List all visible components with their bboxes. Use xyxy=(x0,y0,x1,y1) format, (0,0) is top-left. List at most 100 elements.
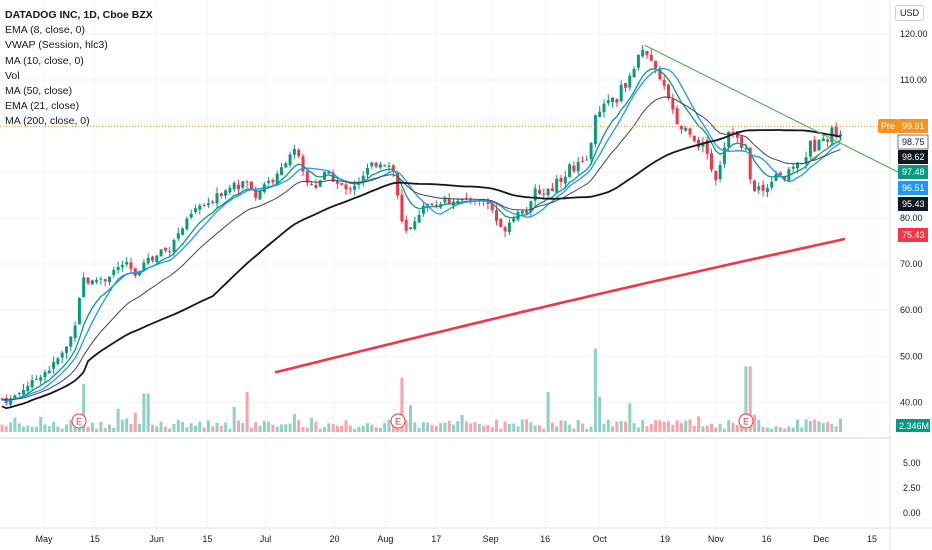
candle-body xyxy=(60,352,64,358)
svg-text:Pre: Pre xyxy=(881,121,895,131)
candle-body xyxy=(335,180,339,184)
volume-bar xyxy=(701,426,705,432)
trend-line-short[interactable] xyxy=(809,138,843,161)
legend-ma200[interactable]: MA (200, close, 0) xyxy=(5,115,90,128)
volume-bar xyxy=(520,419,524,432)
volume-bar xyxy=(366,423,369,432)
volume-bar xyxy=(516,426,520,432)
volume-bar xyxy=(791,427,795,432)
ma10-line xyxy=(1,67,841,402)
candle-body xyxy=(783,175,787,181)
earnings-marker[interactable] xyxy=(738,413,754,429)
volume-bar xyxy=(555,426,559,432)
candle-body xyxy=(710,153,713,170)
legend-ma10[interactable]: MA (10, close, 0) xyxy=(5,54,84,67)
volume-bar xyxy=(821,423,825,432)
volume-bar xyxy=(0,424,4,432)
volume-bar xyxy=(684,420,688,432)
volume-bar xyxy=(697,416,701,432)
price-tag xyxy=(898,197,928,211)
currency-button[interactable]: USD xyxy=(894,5,924,21)
candle-body xyxy=(748,147,752,180)
volume-bar xyxy=(783,428,787,432)
volume-bar xyxy=(460,414,464,432)
volume-bar xyxy=(495,419,498,432)
candle-body xyxy=(65,346,68,353)
time-tick-label: 19 xyxy=(660,534,670,544)
volume-bar xyxy=(65,424,68,432)
volume-bar xyxy=(116,408,120,432)
earnings-label: E xyxy=(395,417,401,427)
candle-body xyxy=(30,380,34,388)
time-axis[interactable]: May 15 Jun 15 Jul 20 Aug 17 Sep 16 Oct 19 Nov 16 Dec 15 xyxy=(35,534,877,544)
candle-body xyxy=(796,162,799,169)
candle-body xyxy=(172,240,176,252)
candle-body xyxy=(314,184,318,188)
time-tick-label: Oct xyxy=(593,534,608,544)
legend-ema21[interactable]: EMA (21, close) xyxy=(5,100,80,113)
volume-bar xyxy=(198,421,202,432)
volume-bar xyxy=(499,428,503,432)
candle-body xyxy=(305,171,309,183)
volume-bar xyxy=(714,427,718,432)
candle-body xyxy=(241,181,245,188)
ema8-line xyxy=(1,68,841,401)
candle-body xyxy=(103,279,107,282)
time-tick-label: Jun xyxy=(149,534,164,544)
earnings-marker[interactable] xyxy=(390,413,406,429)
volume-bar xyxy=(503,421,507,432)
legend-vwap[interactable]: VWAP (Session, hlc3) xyxy=(5,39,108,52)
legend-vol[interactable]: Vol xyxy=(5,69,20,82)
svg-text:98.62: 98.62 xyxy=(902,152,925,162)
time-tick-label: Nov xyxy=(708,534,725,544)
candle-body xyxy=(189,213,193,218)
volume-bar xyxy=(443,422,447,432)
volume-bar xyxy=(718,423,722,432)
candle-body xyxy=(572,165,576,172)
time-tick-label: 15 xyxy=(202,534,212,544)
candle-body xyxy=(628,75,632,88)
candle-body xyxy=(688,128,692,135)
volume-bar xyxy=(421,422,425,432)
earnings-marker[interactable] xyxy=(71,413,87,429)
candle-body xyxy=(228,187,232,193)
legend-ema8[interactable]: EMA (8, close, 0) xyxy=(5,24,85,37)
candle-body xyxy=(163,247,167,251)
legend-ma50[interactable]: MA (50, close) xyxy=(5,85,73,98)
symbol-title[interactable]: DATADOG INC, 1D, Cboe BZX xyxy=(5,9,153,21)
price-tag xyxy=(898,228,928,242)
candle-body xyxy=(275,173,279,184)
volume-bar xyxy=(826,422,830,432)
volume-bar xyxy=(391,423,395,432)
volume-bar xyxy=(787,426,791,432)
time-tick-label: 17 xyxy=(431,534,441,544)
volume-bar xyxy=(151,424,154,432)
volume-bar xyxy=(464,421,468,432)
volume-bar xyxy=(194,425,197,432)
candle-body xyxy=(615,99,619,103)
volume-bar xyxy=(26,425,30,432)
candle-body xyxy=(658,69,662,80)
volume-bar xyxy=(400,377,404,432)
candle-body xyxy=(598,111,602,118)
volume-bar xyxy=(146,393,150,432)
volume-bar xyxy=(120,420,124,432)
svg-text:96.51: 96.51 xyxy=(902,183,925,193)
volume-bar xyxy=(129,423,133,432)
volume-bar xyxy=(430,424,434,432)
candle-body xyxy=(563,176,567,184)
volume-bar xyxy=(796,419,799,432)
volume-bar xyxy=(387,419,391,432)
volume-bar xyxy=(581,423,584,432)
candle-body xyxy=(17,393,21,395)
candle-body xyxy=(348,188,352,190)
time-tick-label: 15 xyxy=(867,534,877,544)
price-axis[interactable]: 120.00110.0090.0080.0070.0060.0050.0040.… xyxy=(900,29,928,518)
candle-body xyxy=(86,277,90,284)
trend-line[interactable] xyxy=(644,44,899,173)
candle-body xyxy=(202,205,206,207)
candle-body xyxy=(232,182,236,190)
volume-bar xyxy=(808,420,812,432)
